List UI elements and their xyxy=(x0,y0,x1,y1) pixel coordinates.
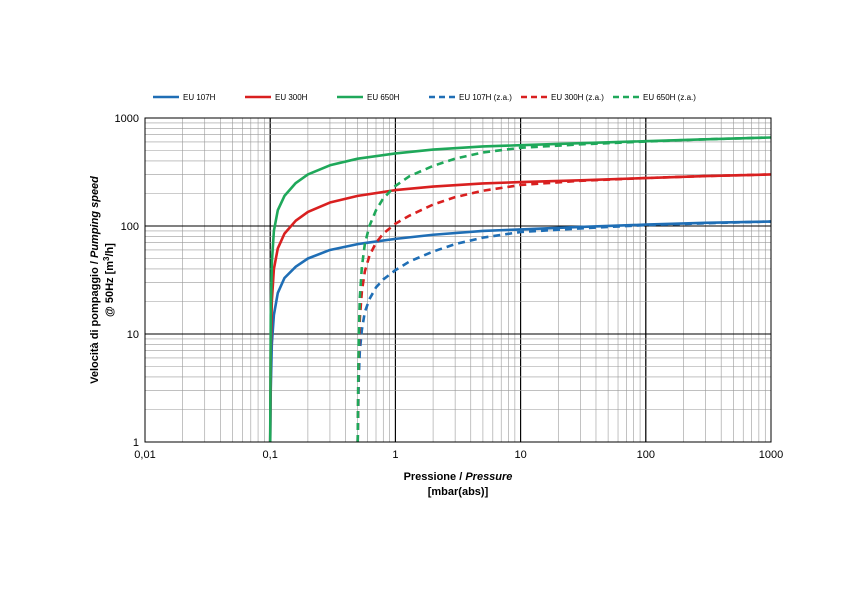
x-tick-label: 1000 xyxy=(759,449,783,461)
y-axis-unit-suffix: /h] xyxy=(104,243,116,257)
y-tick-label: 100 xyxy=(121,221,139,233)
x-tick-label: 0,1 xyxy=(263,449,278,461)
legend-label: EU 107H xyxy=(183,93,216,102)
plot-frame xyxy=(144,117,772,443)
x-tick-label: 10 xyxy=(514,449,526,461)
legend-label: EU 300H xyxy=(275,93,308,102)
y-tick-label: 1000 xyxy=(115,113,139,125)
x-tick-label: 100 xyxy=(637,449,655,461)
y-tick-label: 10 xyxy=(127,329,139,341)
y-axis-unit-superscript: 3 xyxy=(102,256,111,261)
y-axis-unit: @ 50Hz [m3/h] xyxy=(102,243,117,317)
legend-label: EU 650H xyxy=(367,93,400,102)
x-axis-title-italic: Pressure xyxy=(465,471,512,483)
y-tick-label: 1 xyxy=(133,437,139,449)
x-tick-label: 1 xyxy=(392,449,398,461)
series-line xyxy=(356,220,772,443)
y-axis-title: Velocità di pompaggio / Pumping speed xyxy=(89,176,101,384)
legend: EU 107H EU 300H EU 650H EU 107H (z.a.) EU 30… xyxy=(153,93,696,102)
x-axis-title-regular: Pressione / xyxy=(404,471,466,483)
legend-label: EU 300H (z.a.) xyxy=(551,93,604,102)
series-layer xyxy=(268,136,772,443)
y-axis-title-italic: Pumping speed xyxy=(89,176,101,258)
y-axis-unit-prefix: @ 50Hz [m xyxy=(104,261,116,317)
tick-labels: 0,01 0,1 1 10 100 1000 1 10 100 1000 xyxy=(115,113,784,461)
x-axis-unit: [mbar(abs)] xyxy=(428,486,489,498)
x-tick-label: 0,01 xyxy=(134,449,155,461)
y-axis-title-regular: Velocità di pompaggio / xyxy=(89,258,101,384)
series-line xyxy=(356,173,772,443)
x-axis-title: Pressione / Pressure xyxy=(404,471,513,483)
grid-layer xyxy=(144,117,772,443)
series-line xyxy=(356,136,772,443)
legend-label: EU 107H (z.a.) xyxy=(459,93,512,102)
legend-label: EU 650H (z.a.) xyxy=(643,93,696,102)
